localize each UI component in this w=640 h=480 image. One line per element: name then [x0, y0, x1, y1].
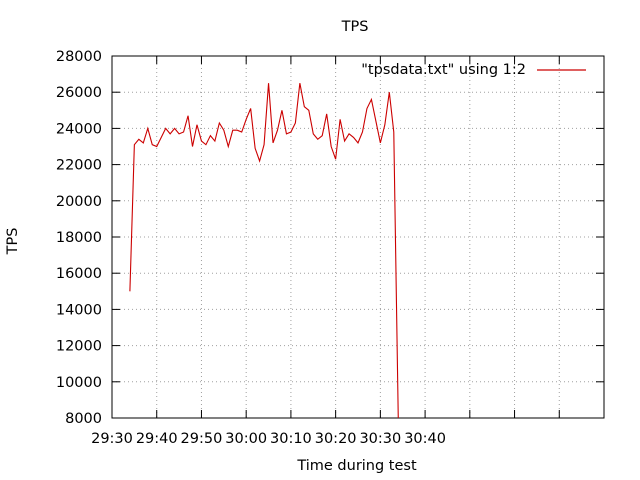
y-tick-label: 8000 [65, 411, 102, 427]
y-tick-label: 10000 [56, 375, 102, 391]
x-tick-label: 29:30 [91, 431, 133, 447]
axis-ticks [111, 55, 605, 419]
legend-label: "tpsdata.txt" using 1:2 [361, 62, 526, 78]
y-tick-label: 24000 [56, 121, 102, 137]
x-tick-label: 29:40 [136, 431, 178, 447]
legend: "tpsdata.txt" using 1:2 [361, 62, 586, 78]
x-tick-label: 30:40 [404, 431, 446, 447]
plot-frame [111, 55, 605, 419]
x-tick-label: 30:30 [359, 431, 401, 447]
y-tick-label: 12000 [56, 339, 102, 355]
x-tick-label: 30:00 [225, 431, 267, 447]
y-tick-labels: 8000 10000 12000 14000 16000 18000 20000 22000 2… [56, 49, 102, 427]
chart-title: TPS [341, 19, 369, 35]
y-tick-label: 16000 [56, 266, 102, 282]
y-tick-label: 18000 [56, 230, 102, 246]
x-axis-label: Time during test [296, 458, 417, 474]
y-tick-label: 28000 [56, 49, 102, 65]
y-axis-label: TPS [5, 228, 21, 256]
x-tick-label: 30:20 [315, 431, 357, 447]
x-tick-labels: 29:30 29:40 29:50 30:00 30:10 30:20 30:30 30:40 [91, 431, 446, 447]
grid-lines [112, 56, 604, 418]
series-line [129, 83, 399, 419]
y-tick-label: 26000 [56, 85, 102, 101]
y-tick-label: 22000 [56, 158, 102, 174]
series-group [129, 83, 399, 419]
x-tick-label: 29:50 [181, 431, 223, 447]
y-tick-label: 14000 [56, 302, 102, 318]
x-tick-label: 30:10 [270, 431, 312, 447]
y-tick-label: 20000 [56, 194, 102, 210]
